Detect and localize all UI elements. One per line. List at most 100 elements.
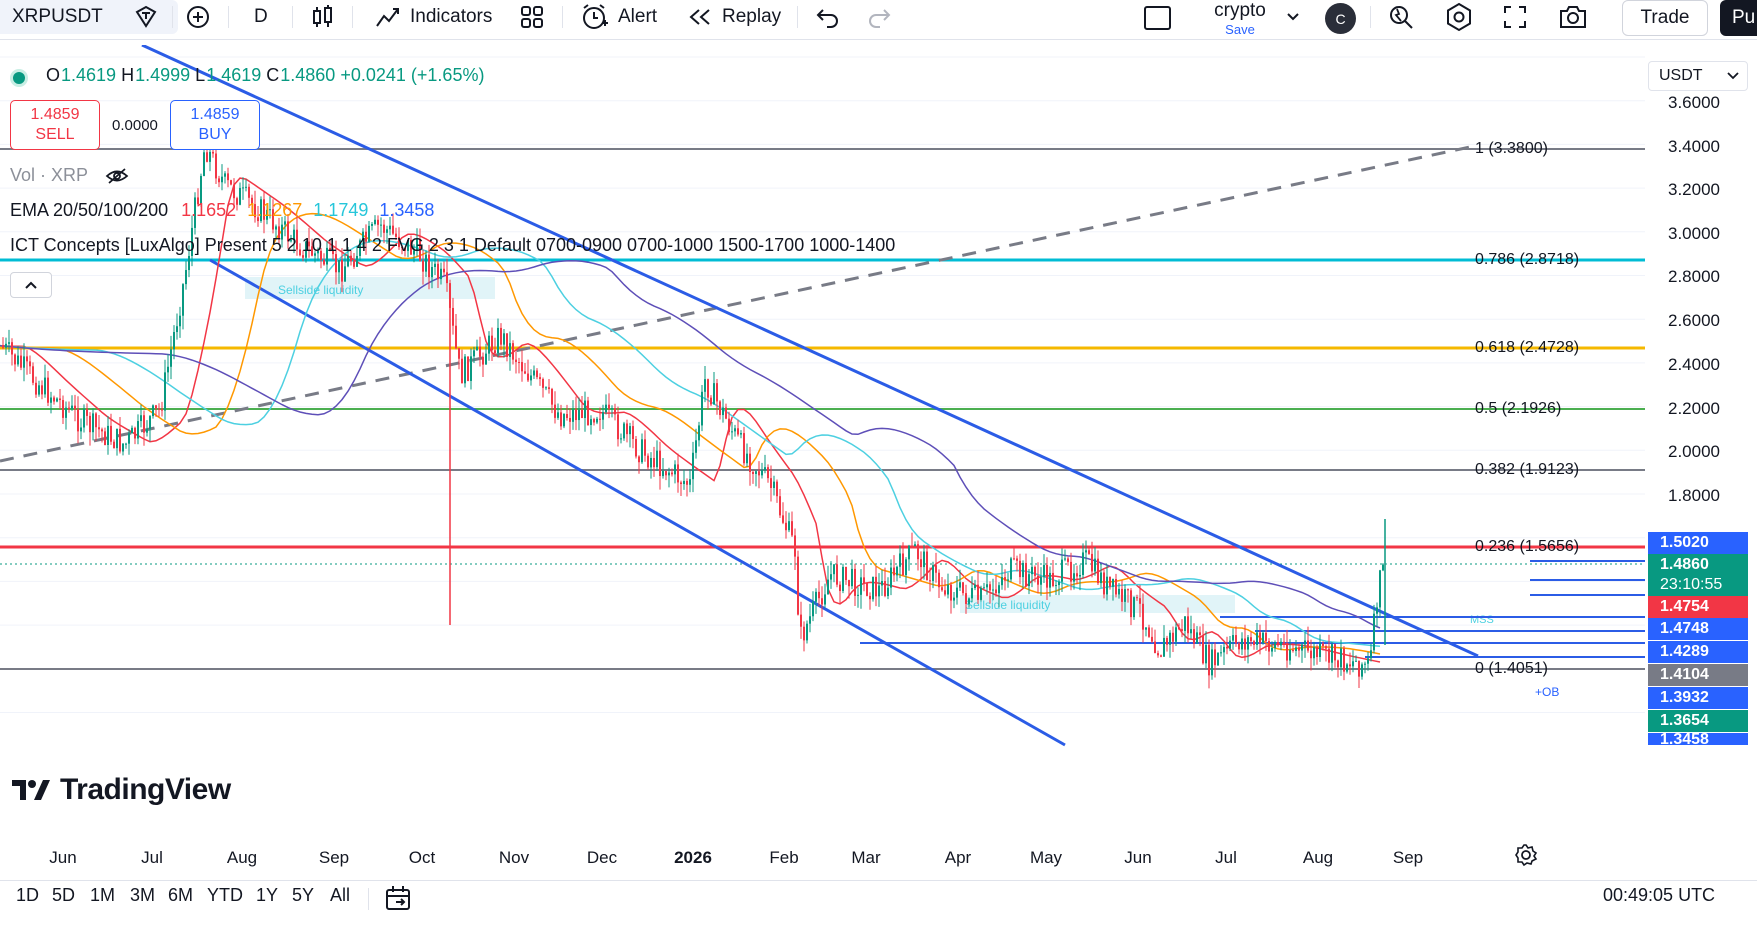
- layout-chevron-down-icon[interactable]: [1286, 0, 1300, 34]
- layout-name[interactable]: crypto: [1214, 0, 1266, 21]
- candle-body: [806, 623, 808, 641]
- templates-grid-icon[interactable]: [519, 0, 545, 34]
- candle-body: [635, 438, 637, 457]
- range-1d[interactable]: 1D: [16, 885, 40, 905]
- candle-body: [407, 239, 409, 251]
- range-5d[interactable]: 5D: [52, 885, 76, 905]
- dashed-trendline[interactable]: [0, 145, 1471, 463]
- candle-body: [953, 597, 955, 601]
- price-chart-canvas[interactable]: Sellside liquidity Sellside liquidity MS…: [0, 45, 1757, 835]
- candle-body: [107, 425, 109, 445]
- hidden-eye-icon[interactable]: [105, 167, 129, 185]
- layout-save-label[interactable]: Save: [1225, 22, 1255, 37]
- alert-button[interactable]: Alert: [580, 0, 657, 34]
- candle-body: [881, 581, 883, 586]
- descending-channel[interactable]: [141, 45, 1479, 747]
- chart-pane[interactable]: Sellside liquidity Sellside liquidity MS…: [0, 45, 1757, 835]
- candle-body: [317, 250, 319, 254]
- chart-settings-gear-icon[interactable]: [1514, 843, 1538, 872]
- candle-body: [740, 433, 742, 435]
- candle-body: [428, 254, 430, 278]
- tradingview-logo[interactable]: TradingView: [12, 770, 231, 810]
- candle-body: [1088, 550, 1090, 554]
- fibonacci-retracement[interactable]: [0, 148, 1645, 670]
- redo-icon[interactable]: [866, 0, 892, 34]
- candle-body: [1103, 572, 1105, 595]
- candle-body: [566, 414, 568, 418]
- avatar[interactable]: C: [1325, 3, 1356, 34]
- candle-body: [1370, 650, 1372, 659]
- candle-body: [254, 204, 256, 218]
- symbol-search[interactable]: [0, 0, 178, 34]
- candle-body: [1253, 641, 1255, 645]
- interval-selector[interactable]: D: [254, 6, 268, 27]
- buy-button[interactable]: 1.4859 BUY: [170, 100, 260, 150]
- ema-legend[interactable]: EMA 20/50/100/200 1.1652 1.1267 1.1749 1…: [10, 200, 434, 221]
- compare-symbol-icon[interactable]: [133, 0, 159, 34]
- volume-legend[interactable]: Vol · XRP: [10, 165, 129, 186]
- market-open-indicator: [13, 72, 25, 84]
- candle-body: [842, 566, 844, 591]
- candle-body: [233, 184, 235, 199]
- candle-body: [728, 418, 730, 433]
- publish-button[interactable]: Pu: [1720, 0, 1757, 36]
- candle-body: [221, 176, 223, 183]
- add-symbol-icon[interactable]: [185, 0, 211, 34]
- rewind-icon: [689, 9, 710, 25]
- range-ytd[interactable]: YTD: [207, 885, 243, 905]
- candle-body: [686, 480, 688, 485]
- sell-button[interactable]: 1.4859 SELL: [10, 100, 100, 150]
- candle-body: [323, 260, 325, 265]
- candle-body: [794, 535, 796, 557]
- quick-search-icon[interactable]: [1387, 0, 1415, 34]
- candle-body: [374, 219, 376, 225]
- range-all[interactable]: All: [330, 885, 351, 905]
- range-1m[interactable]: 1M: [90, 885, 116, 905]
- indicators-button[interactable]: Indicators: [374, 0, 492, 34]
- candle-body: [1202, 635, 1204, 664]
- candle-body: [1358, 660, 1360, 677]
- ict-concepts-legend[interactable]: ICT Concepts [LuxAlgo] Present 5 2 10 1 …: [10, 235, 896, 255]
- candle-body: [932, 565, 934, 581]
- candle-body: [683, 480, 685, 485]
- candle-body: [923, 551, 925, 568]
- range-5y[interactable]: 5Y: [292, 885, 315, 905]
- utc-clock[interactable]: 00:49:05 UTC: [1603, 885, 1716, 905]
- time-tick: Apr: [944, 848, 972, 867]
- candle-body: [785, 522, 787, 531]
- trade-button[interactable]: Trade: [1622, 0, 1708, 36]
- candle-body: [1379, 570, 1381, 608]
- candle-body: [218, 178, 220, 183]
- structure-levels[interactable]: [860, 560, 1645, 658]
- candle-body: [17, 355, 19, 365]
- candle-body: [755, 471, 757, 474]
- candle-body: [521, 362, 523, 372]
- candle-body: [308, 241, 310, 247]
- range-1y[interactable]: 1Y: [256, 885, 279, 905]
- candle-body: [95, 413, 97, 428]
- candle-body: [1277, 642, 1279, 646]
- sellside-liquidity-label-2: Sellside liquidity: [965, 598, 1050, 612]
- date-range-calendar-icon[interactable]: [384, 884, 412, 917]
- candles-chart-type-icon[interactable]: [311, 0, 335, 34]
- range-6m[interactable]: 6M: [168, 885, 194, 905]
- candle-body: [1097, 558, 1099, 584]
- candle-body: [1328, 648, 1330, 663]
- fullscreen-icon[interactable]: [1502, 0, 1528, 34]
- currency-selector[interactable]: USDT: [1648, 61, 1748, 91]
- candle-body: [329, 247, 331, 250]
- settings-gear-icon[interactable]: [1444, 0, 1474, 34]
- candle-body: [140, 415, 142, 422]
- range-3m[interactable]: 3M: [130, 885, 156, 905]
- layout-square-icon[interactable]: [1144, 6, 1171, 30]
- symbol-name[interactable]: XRPUSDT: [12, 6, 103, 27]
- chevron-up-icon[interactable]: [10, 272, 52, 298]
- snapshot-camera-icon[interactable]: [1558, 0, 1588, 34]
- candle-body: [1070, 561, 1072, 582]
- candle-body: [377, 219, 379, 225]
- undo-icon[interactable]: [815, 0, 841, 34]
- candlesticks[interactable]: [2, 141, 1386, 689]
- replay-button[interactable]: Replay: [688, 0, 781, 34]
- candle-body: [383, 224, 385, 233]
- candle-body: [668, 472, 670, 476]
